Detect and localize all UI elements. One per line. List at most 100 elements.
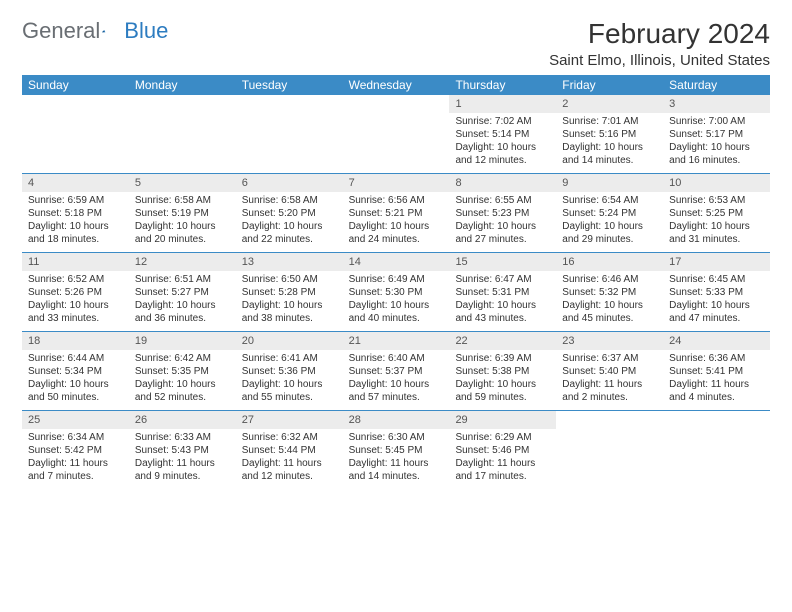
sunrise-text: Sunrise: 6:51 AM [135,273,230,286]
month-title: February 2024 [549,18,770,50]
day-number: 9 [556,174,663,192]
daylight1-text: Daylight: 11 hours [242,457,337,470]
calendar-cell: 28Sunrise: 6:30 AMSunset: 5:45 PMDayligh… [343,411,450,489]
daylight2-text: and 55 minutes. [242,391,337,404]
sunset-text: Sunset: 5:41 PM [669,365,764,378]
calendar-cell: 26 Sunrise: 6:33 AMSunset: 5:43 PMDayligh… [129,411,236,489]
weekday-tuesday: Tuesday [236,75,343,95]
day-info: Sunrise: 6:33 AMSunset: 5:43 PMDaylight:… [129,431,236,487]
sunrise-text: Sunrise: 6:40 AM [349,352,444,365]
calendar-cell: 13Sunrise: 6:50 AMSunset: 5:28 PMDayligh… [236,253,343,331]
daylight1-text: Daylight: 10 hours [562,299,657,312]
sunrise-text: Sunrise: 6:53 AM [669,194,764,207]
daylight1-text: Daylight: 10 hours [349,299,444,312]
calendar-cell: 1Sunrise: 7:02 AMSunset: 5:14 PMDaylight… [449,95,556,173]
daylight2-text: and 12 minutes. [455,154,550,167]
daylight1-text: Daylight: 10 hours [455,141,550,154]
day-info: Sunrise: 7:02 AMSunset: 5:14 PMDaylight:… [449,115,556,171]
day-number: 7 [343,174,450,192]
daylight2-text: and 47 minutes. [669,312,764,325]
daylight2-text: and 14 minutes. [349,470,444,483]
day-number: 27 [236,411,343,429]
sunset-text: Sunset: 5:34 PM [28,365,123,378]
sunrise-text: Sunrise: 6:45 AM [669,273,764,286]
sunrise-text: Sunrise: 6:29 AM [455,431,550,444]
sunset-text: Sunset: 5:37 PM [349,365,444,378]
day-info: Sunrise: 6:51 AMSunset: 5:27 PMDaylight:… [129,273,236,329]
sunset-text: Sunset: 5:21 PM [349,207,444,220]
calendar-cell: 23Sunrise: 6:37 AMSunset: 5:40 PMDayligh… [556,332,663,410]
calendar-cell: 27 Sunrise: 6:32 AMSunset: 5:44 PMDayligh… [236,411,343,489]
daylight2-text: and 7 minutes. [28,470,123,483]
sunrise-text: Sunrise: 6:34 AM [28,431,123,444]
day-info: Sunrise: 6:30 AMSunset: 5:45 PMDaylight:… [343,431,450,487]
calendar-cell: 22Sunrise: 6:39 AMSunset: 5:38 PMDayligh… [449,332,556,410]
day-info: Sunrise: 6:32 AMSunset: 5:44 PMDaylight:… [236,431,343,487]
sunset-text: Sunset: 5:45 PM [349,444,444,457]
day-number: 4 [22,174,129,192]
daylight2-text: and 36 minutes. [135,312,230,325]
day-info: Sunrise: 6:34 AMSunset: 5:42 PMDaylight:… [22,431,129,487]
day-info: Sunrise: 6:52 AMSunset: 5:26 PMDaylight:… [22,273,129,329]
calendar-cell: 29Sunrise: 6:29 AMSunset: 5:46 PMDayligh… [449,411,556,489]
sunset-text: Sunset: 5:40 PM [562,365,657,378]
sunset-text: Sunset: 5:36 PM [242,365,337,378]
weekday-header-row: Sunday Monday Tuesday Wednesday Thursday… [22,75,770,95]
week-row: 11 Sunrise: 6:52 AMSunset: 5:26 PMDayligh… [22,252,770,331]
daylight2-text: and 31 minutes. [669,233,764,246]
daylight1-text: Daylight: 10 hours [242,378,337,391]
sunrise-text: Sunrise: 6:47 AM [455,273,550,286]
sunrise-text: Sunrise: 6:59 AM [28,194,123,207]
day-number: 3 [663,95,770,113]
day-info: Sunrise: 6:36 AMSunset: 5:41 PMDaylight:… [663,352,770,408]
sunrise-text: Sunrise: 6:37 AM [562,352,657,365]
sunset-text: Sunset: 5:25 PM [669,207,764,220]
sunrise-text: Sunrise: 6:36 AM [669,352,764,365]
calendar-cell [22,95,129,173]
calendar-cell [343,95,450,173]
week-row: 18Sunrise: 6:44 AMSunset: 5:34 PMDayligh… [22,331,770,410]
sunset-text: Sunset: 5:24 PM [562,207,657,220]
day-number: 12 [129,253,236,271]
day-info: Sunrise: 6:50 AMSunset: 5:28 PMDaylight:… [236,273,343,329]
daylight1-text: Daylight: 10 hours [562,141,657,154]
daylight2-text: and 18 minutes. [28,233,123,246]
sunset-text: Sunset: 5:28 PM [242,286,337,299]
calendar-cell: 10Sunrise: 6:53 AMSunset: 5:25 PMDayligh… [663,174,770,252]
sunrise-text: Sunrise: 7:01 AM [562,115,657,128]
daylight1-text: Daylight: 11 hours [135,457,230,470]
sunset-text: Sunset: 5:44 PM [242,444,337,457]
calendar-page: General Blue February 2024 Saint Elmo, I… [0,0,792,507]
day-number: 26 [129,411,236,429]
sunrise-text: Sunrise: 6:52 AM [28,273,123,286]
daylight2-text: and 16 minutes. [669,154,764,167]
daylight2-text: and 43 minutes. [455,312,550,325]
calendar-cell: 5Sunrise: 6:58 AMSunset: 5:19 PMDaylight… [129,174,236,252]
day-number: 6 [236,174,343,192]
weekday-monday: Monday [129,75,236,95]
daylight1-text: Daylight: 10 hours [455,220,550,233]
daylight2-text: and 24 minutes. [349,233,444,246]
calendar-cell: 16Sunrise: 6:46 AMSunset: 5:32 PMDayligh… [556,253,663,331]
sunset-text: Sunset: 5:46 PM [455,444,550,457]
sunset-text: Sunset: 5:19 PM [135,207,230,220]
day-number: 11 [22,253,129,271]
sunset-text: Sunset: 5:30 PM [349,286,444,299]
daylight1-text: Daylight: 11 hours [349,457,444,470]
week-row: 1Sunrise: 7:02 AMSunset: 5:14 PMDaylight… [22,95,770,173]
daylight2-text: and 57 minutes. [349,391,444,404]
weekday-sunday: Sunday [22,75,129,95]
day-number: 24 [663,332,770,350]
daylight2-text: and 59 minutes. [455,391,550,404]
weekday-friday: Friday [556,75,663,95]
logo-text-blue: Blue [124,18,168,44]
sunrise-text: Sunrise: 6:44 AM [28,352,123,365]
day-info: Sunrise: 6:54 AMSunset: 5:24 PMDaylight:… [556,194,663,250]
daylight2-text: and 40 minutes. [349,312,444,325]
daylight1-text: Daylight: 10 hours [349,220,444,233]
calendar-cell: 11 Sunrise: 6:52 AMSunset: 5:26 PMDayligh… [22,253,129,331]
day-number: 23 [556,332,663,350]
day-info: Sunrise: 6:58 AMSunset: 5:20 PMDaylight:… [236,194,343,250]
calendar-cell: 14Sunrise: 6:49 AMSunset: 5:30 PMDayligh… [343,253,450,331]
sunrise-text: Sunrise: 6:58 AM [242,194,337,207]
